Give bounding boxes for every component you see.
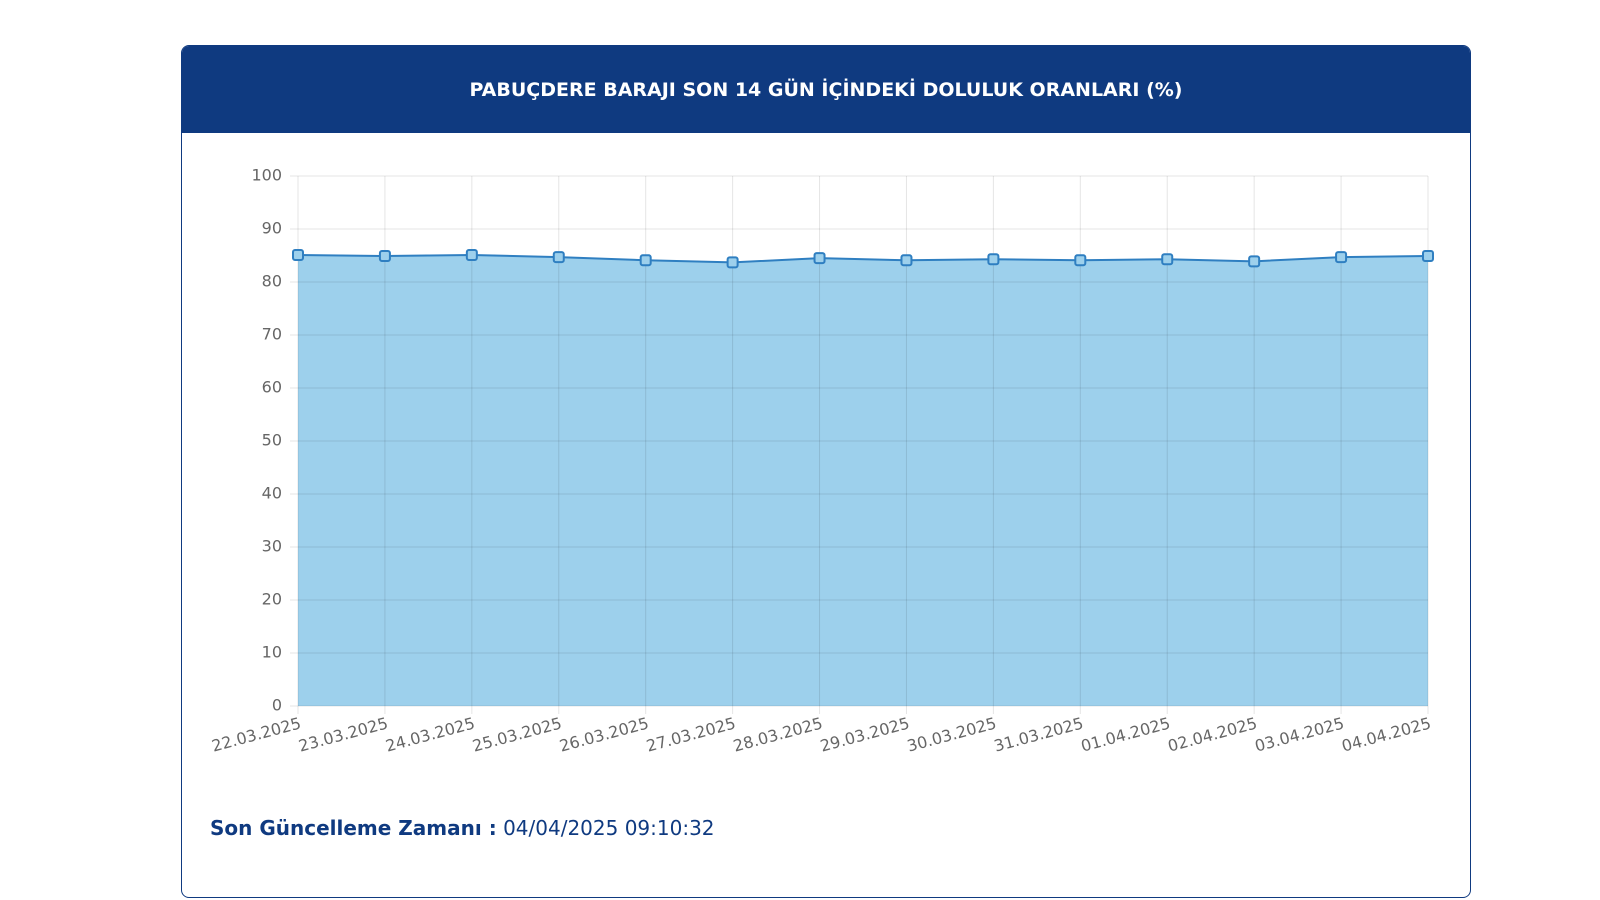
x-tick-label: 25.03.2025: [470, 714, 563, 756]
line: [297, 253, 1429, 264]
point: [1422, 250, 1434, 263]
chart-card: PABUÇDERE BARAJI SON 14 GÜN İÇİNDEKİ DOL…: [181, 45, 1471, 898]
x-tick-label: 28.03.2025: [731, 714, 824, 756]
x-tick-label: 04.04.2025: [1340, 714, 1433, 756]
point: [292, 248, 304, 261]
point: [1074, 254, 1087, 267]
point: [900, 254, 913, 267]
x-tick-label: 22.03.2025: [210, 714, 303, 756]
y-tick-label: 50: [262, 431, 282, 450]
y-tick-label: 90: [262, 219, 282, 238]
point: [1248, 255, 1261, 268]
x-tick-label: 24.03.2025: [383, 714, 476, 756]
point: [813, 252, 826, 265]
x-tick-label: 29.03.2025: [818, 714, 911, 756]
y-tick-label: 100: [251, 166, 282, 185]
y-tick-label: 80: [262, 272, 282, 291]
update-label: Son Güncelleme Zamanı :: [210, 816, 497, 840]
x-tick-label: 31.03.2025: [992, 714, 1085, 756]
update-info: Son Güncelleme Zamanı : 04/04/2025 09:10…: [210, 816, 715, 840]
y-tick-label: 0: [272, 696, 282, 715]
update-value: 04/04/2025 09:10:32: [503, 816, 715, 840]
y-tick-label: 70: [262, 325, 282, 344]
chart-title: PABUÇDERE BARAJI SON 14 GÜN İÇİNDEKİ DOL…: [182, 46, 1470, 133]
point: [552, 251, 565, 264]
x-tick-label: 01.04.2025: [1079, 714, 1172, 756]
x-tick-label: 23.03.2025: [297, 714, 390, 756]
y-tick-label: 40: [262, 484, 282, 503]
y-tick-label: 20: [262, 590, 282, 609]
point: [726, 256, 739, 269]
x-tick-label: 02.04.2025: [1166, 714, 1259, 756]
area: [298, 254, 1428, 706]
point: [639, 254, 652, 267]
x-tick-label: 26.03.2025: [557, 714, 650, 756]
point: [1335, 251, 1348, 264]
y-tick-label: 30: [262, 537, 282, 556]
point: [465, 248, 478, 261]
x-tick-label: 27.03.2025: [644, 714, 737, 756]
point: [378, 250, 391, 263]
point: [1161, 253, 1174, 266]
y-tick-label: 60: [262, 378, 282, 397]
x-tick-label: 30.03.2025: [905, 714, 998, 756]
x-tick-label: 03.04.2025: [1253, 714, 1346, 756]
point: [987, 253, 1000, 266]
y-tick-label: 10: [262, 643, 282, 662]
